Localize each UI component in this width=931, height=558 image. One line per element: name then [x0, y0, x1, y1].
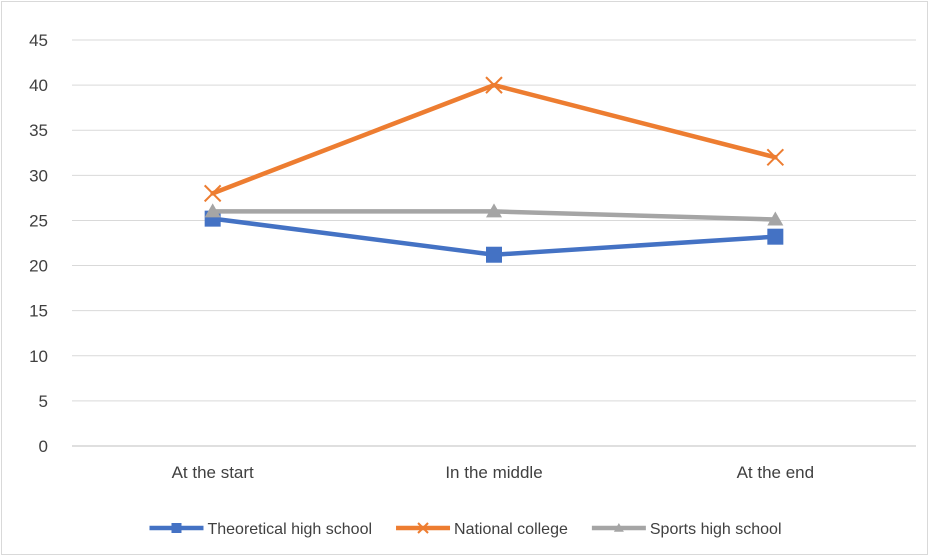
- y-tick-label: 10: [29, 347, 48, 366]
- legend-marker-national-college: [417, 522, 429, 534]
- legend-marker-sports-high-school: [613, 523, 624, 532]
- legend-marker-national-college-stroke-b: [417, 522, 429, 534]
- y-tick-label: 45: [29, 31, 48, 50]
- x-tick-label: In the middle: [445, 463, 542, 482]
- series-national-college: [203, 76, 785, 203]
- y-tick-label: 5: [39, 392, 48, 411]
- data-point-national-college-2: [766, 148, 785, 166]
- data-point-sports-high-school-2: [767, 211, 784, 226]
- y-axis-tick-labels: 0 5 10 15 20 25 30 35 40 45: [29, 31, 48, 456]
- y-tick-label: 15: [29, 302, 48, 321]
- legend-item-national-college: National college: [396, 521, 568, 538]
- data-point-national-college-0: [203, 184, 222, 203]
- legend-label: National college: [454, 521, 568, 538]
- y-tick-label: 25: [29, 211, 48, 230]
- legend-marker-theoretical-high-school: [171, 523, 182, 533]
- legend-item-theoretical-high-school: Theoretical high school: [149, 521, 372, 538]
- data-point-theoretical-high-school-1: [486, 246, 502, 263]
- data-point-national-college-1: [485, 76, 503, 94]
- legend-item-sports-high-school: Sports high school: [591, 521, 782, 538]
- y-tick-label: 35: [29, 121, 48, 140]
- y-tick-label: 40: [29, 76, 48, 95]
- series-line-national-college: [210, 82, 778, 196]
- data-point-sports-high-school-1: [486, 203, 502, 218]
- y-tick-label: 0: [39, 437, 48, 456]
- x-tick-label: At the start: [172, 463, 254, 482]
- series-group: [203, 76, 785, 263]
- data-point-sports-high-school-0: [204, 203, 221, 218]
- legend: Theoretical high school National college S…: [149, 521, 782, 538]
- series-sports-high-school: [204, 203, 784, 226]
- data-point-national-college-0-stroke-b: [203, 184, 222, 203]
- legend-label: Sports high school: [650, 521, 782, 538]
- gridlines: [72, 39, 916, 447]
- data-point-national-college-1-stroke-b: [485, 76, 503, 94]
- data-point-national-college-2-stroke-b: [766, 148, 785, 166]
- y-tick-label: 20: [29, 257, 48, 276]
- x-axis-tick-labels: At the start In the middle At the end: [172, 463, 815, 482]
- x-tick-label: At the end: [737, 463, 815, 482]
- data-point-theoretical-high-school-2: [767, 228, 784, 245]
- legend-label: Theoretical high school: [207, 521, 372, 538]
- y-tick-label: 30: [29, 166, 48, 185]
